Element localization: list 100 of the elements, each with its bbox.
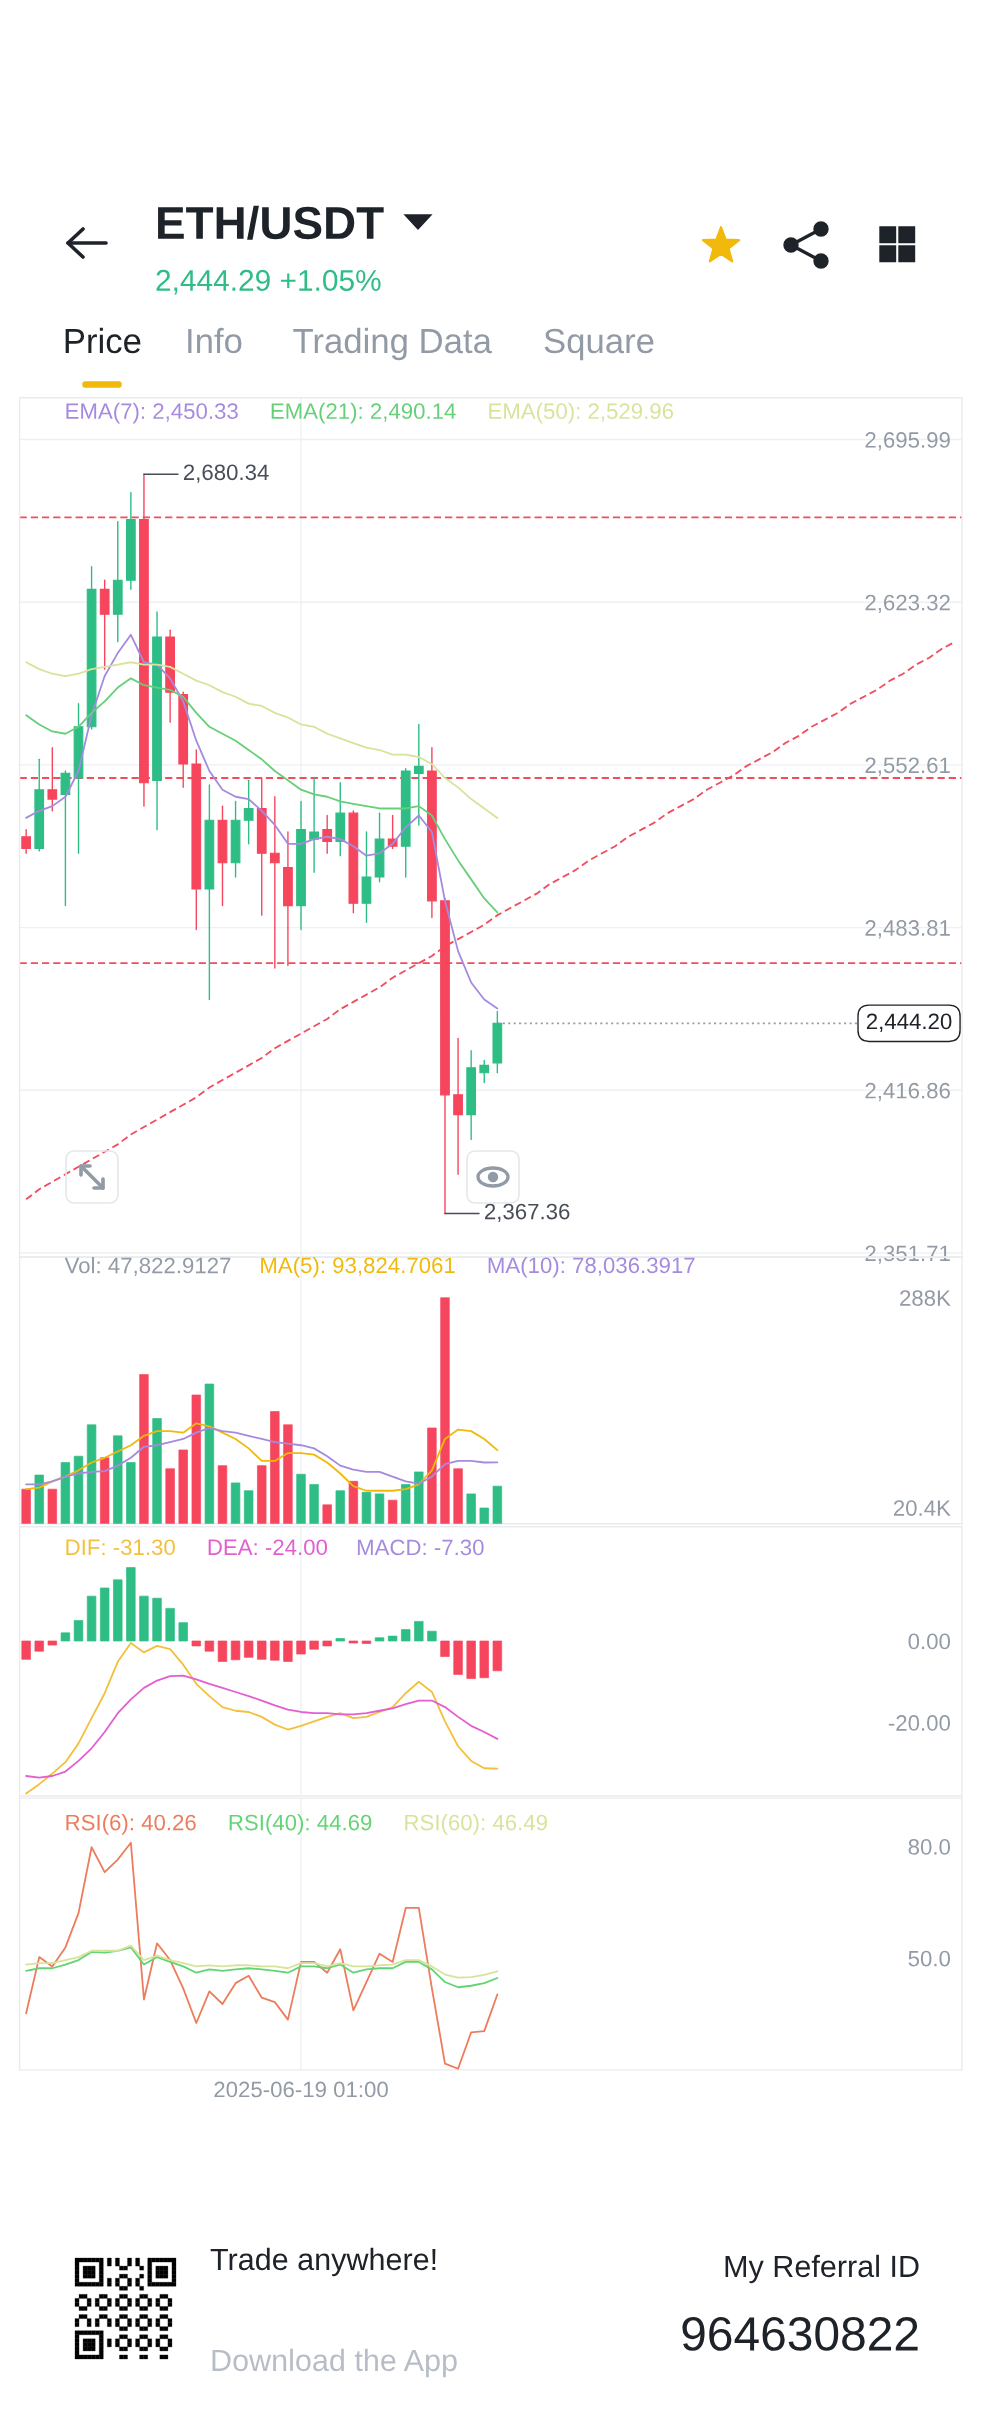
text: Download the App [212, 2348, 457, 2378]
annotation: 2,367.36 [485, 1203, 570, 1223]
bar [126, 1462, 136, 1524]
bar [361, 1640, 372, 1644]
bar [139, 1595, 149, 1642]
text: Price [65, 327, 141, 354]
text: EMA(21): 2,490.14 [271, 402, 456, 424]
text: Square [544, 328, 654, 361]
bar [296, 1640, 306, 1655]
bar [283, 1424, 293, 1524]
bar [440, 1640, 450, 1657]
bar [152, 1597, 162, 1642]
line-series [25, 1422, 499, 1492]
chart-subtitle: 2,444.29 +1.05% [156, 269, 381, 295]
y-tick-label: 2,552.61 [865, 757, 950, 776]
bar [178, 1449, 188, 1524]
annotation: Vol: 47,822.9127 [64, 1257, 231, 1276]
bar [34, 1474, 44, 1524]
candlestick [479, 1059, 490, 1084]
bar [47, 1640, 57, 1646]
bar [466, 1493, 476, 1524]
y-tick-label: 2,623.32 [865, 594, 950, 614]
text: EMA(50): 2,529.96 [489, 402, 674, 424]
bar [322, 1504, 332, 1524]
bar [165, 1468, 175, 1524]
bar [257, 1465, 267, 1524]
bar [230, 1640, 241, 1661]
text: Trading Data [293, 327, 492, 361]
line-series [25, 1944, 499, 1979]
bar [217, 1465, 228, 1524]
text: MA(5): 93,824.7061 [261, 1256, 455, 1278]
bar [453, 1468, 463, 1524]
bar [401, 1629, 411, 1642]
bar [165, 1608, 175, 1642]
bar [466, 1640, 476, 1679]
candlestick [60, 770, 71, 907]
y-tick-label: -20.00 [888, 1715, 951, 1731]
bar [492, 1485, 503, 1524]
bar [453, 1640, 463, 1675]
bar [191, 1394, 201, 1524]
bar [427, 1427, 437, 1524]
line-series [25, 633, 499, 1010]
ref-line-label: 2,444.20 [866, 1013, 952, 1032]
line-series [25, 1642, 499, 1795]
bar [230, 1482, 241, 1524]
bar [217, 1640, 228, 1662]
y-tick-label: 2,351.71 [865, 1245, 950, 1264]
text: EMA(7): 2,450.33 [66, 402, 238, 424]
chart-title: ETH/USDT [158, 205, 384, 240]
bar [21, 1488, 31, 1524]
bar [335, 1490, 345, 1524]
bar [21, 1640, 31, 1660]
bar [60, 1632, 71, 1642]
text: MA(10): 78,036.3917 [488, 1256, 695, 1278]
y-tick-label: 2,695.99 [865, 432, 950, 451]
y-tick-label: 80.0 [908, 1839, 951, 1855]
bar [479, 1507, 489, 1524]
bar [440, 1297, 450, 1524]
bar [322, 1640, 332, 1647]
y-tick-label: 0.00 [908, 1633, 951, 1650]
bar [427, 1630, 437, 1642]
bar [86, 1595, 97, 1642]
bar [243, 1490, 254, 1524]
text: RSI(60): 46.49 [405, 1814, 547, 1835]
bar [126, 1567, 136, 1642]
candlestick [453, 1037, 463, 1175]
bar [270, 1640, 280, 1661]
bar [204, 1640, 215, 1652]
line-series [25, 677, 499, 914]
text: 964630822 [682, 2316, 918, 2351]
text: My Referral ID [725, 2254, 919, 2284]
bar [374, 1637, 385, 1642]
line-series [25, 1674, 499, 1779]
bar [100, 1587, 110, 1642]
text: RSI(40): 44.69 [229, 1814, 372, 1835]
bar [374, 1493, 385, 1524]
bar [414, 1471, 424, 1524]
bar [492, 1640, 503, 1672]
bar [361, 1491, 372, 1524]
line-series [25, 661, 499, 819]
candlestick [413, 723, 424, 826]
bar [309, 1640, 319, 1650]
candlestick [21, 828, 32, 854]
text: DIF: -31.30 [66, 1539, 175, 1556]
x-tick-label: 2025-06-19 01:00 [214, 2081, 388, 2098]
text: Info [188, 327, 242, 354]
bar [204, 1383, 215, 1524]
candlestick [243, 779, 254, 845]
y-tick-label: 20.4K [893, 1500, 951, 1516]
bar [309, 1484, 319, 1524]
bar [387, 1499, 398, 1524]
line-series [25, 1841, 499, 2070]
series-label: RSI(6): 40.26 [66, 1814, 196, 1835]
bar [243, 1640, 254, 1658]
bar [191, 1640, 201, 1647]
bar [479, 1640, 489, 1679]
bar [113, 1579, 123, 1642]
bar [60, 1462, 71, 1524]
line-series [25, 1946, 499, 1989]
bar [73, 1620, 84, 1642]
